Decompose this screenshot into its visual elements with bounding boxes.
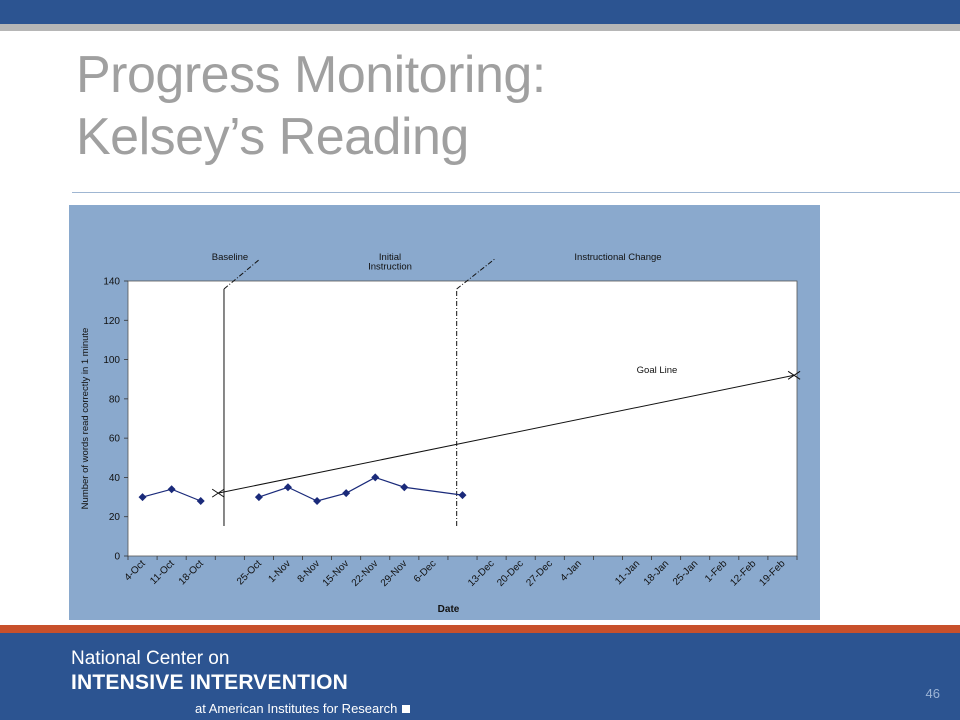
y-tick-label: 20 — [109, 512, 121, 523]
phase-divider-1-leader — [223, 258, 261, 290]
footer-bar — [0, 633, 960, 720]
y-tick-label: 120 — [103, 316, 120, 327]
title-divider — [72, 192, 960, 193]
data-point — [400, 483, 409, 492]
y-tick-label: 40 — [109, 473, 121, 484]
footer-logo-tagline: at American Institutes for Research — [195, 701, 398, 716]
footer-logo-line-2: INTENSIVE INTERVENTION — [71, 671, 349, 694]
phase-label: Baseline — [212, 252, 248, 263]
goal-marker-x — [787, 370, 801, 380]
data-point — [313, 497, 322, 505]
logo-square-icon — [402, 705, 411, 713]
footer-stripe — [0, 625, 960, 633]
phase-divider-2-leader — [456, 258, 495, 290]
data-point — [371, 473, 380, 482]
y-tick-label: 80 — [109, 394, 121, 405]
y-tick-label: 100 — [103, 355, 120, 366]
phase-label: Initial Instruction — [368, 252, 412, 273]
plot-area — [127, 280, 798, 557]
y-tick-label: 0 — [114, 552, 120, 563]
data-point — [458, 491, 467, 500]
goal-line — [218, 374, 795, 494]
slide-title: Progress Monitoring: Kelsey’s Reading — [76, 44, 896, 168]
y-axis-title: Number of words read correctly in 1 minu… — [80, 328, 91, 510]
y-tick-label: 60 — [109, 434, 121, 445]
goal-marker-x — [211, 488, 225, 498]
data-point — [196, 497, 205, 505]
phase-label: Instructional Change — [574, 252, 661, 263]
data-point — [283, 483, 292, 492]
footer-logo-line-1: National Center on — [71, 648, 230, 669]
data-point — [167, 485, 176, 494]
data-point — [138, 493, 147, 502]
footer-logo-line-3: at American Institutes for Research — [195, 699, 411, 719]
page-number: 46 — [925, 686, 940, 701]
goal-line-label: Goal Line — [637, 365, 678, 376]
slide-title-line-2: Kelsey’s Reading — [76, 108, 469, 166]
chart-panel: 0 20 40 60 80 100 120 140 4-Oct 11-Oct 18-Oct 25-Oc… — [69, 205, 820, 620]
footer-logo: National Center on INTENSIVE INTERVENTIO… — [71, 648, 411, 719]
slide-title-line-1: Progress Monitoring: — [76, 46, 546, 104]
y-tick-label: 140 — [103, 277, 120, 288]
x-axis-title: Date — [438, 604, 460, 615]
header-stripe — [0, 24, 960, 31]
data-point — [342, 489, 351, 498]
header-bar — [0, 0, 960, 24]
